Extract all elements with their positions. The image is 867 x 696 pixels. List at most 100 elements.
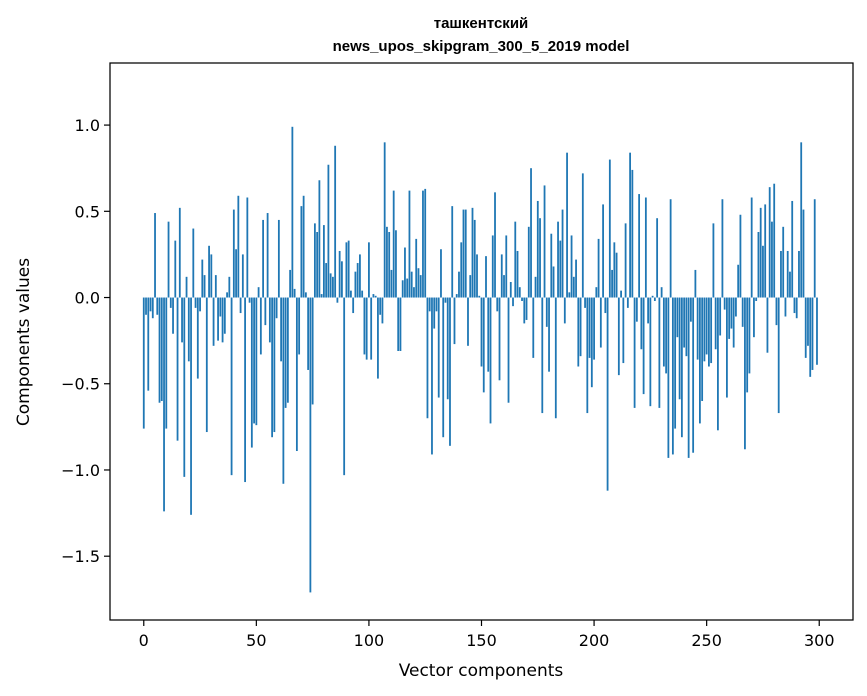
bar-component-49 — [253, 297, 255, 424]
bar-component-159 — [500, 254, 503, 298]
bar-component-21 — [190, 297, 192, 515]
bar-component-30 — [210, 254, 213, 298]
bar-component-228 — [656, 218, 659, 298]
bar-component-241 — [685, 297, 688, 357]
bar-component-231 — [662, 297, 665, 367]
bar-component-184 — [557, 221, 559, 298]
bar-component-261 — [730, 297, 733, 329]
bar-component-68 — [295, 297, 298, 452]
bar-component-47 — [248, 297, 251, 303]
bar-component-10 — [165, 297, 168, 429]
bar-component-138 — [453, 297, 456, 345]
bar-component-62 — [282, 297, 285, 484]
bar-component-18 — [183, 297, 186, 477]
bar-component-40 — [232, 209, 235, 298]
bar-component-293 — [802, 209, 805, 298]
bar-component-78 — [318, 180, 321, 298]
bar-component-244 — [692, 297, 695, 453]
bar-component-219 — [635, 297, 638, 322]
bar-component-225 — [649, 297, 652, 407]
y-axis: −1.5 −1.0 −0.5 0.0 0.5 1.0 — [61, 116, 110, 566]
bar-series — [142, 126, 818, 593]
bar-component-170 — [525, 297, 528, 320]
bar-component-42 — [237, 195, 240, 298]
bar-component-145 — [469, 275, 472, 298]
bar-component-11 — [167, 221, 170, 298]
bar-component-19 — [185, 276, 188, 298]
bar-component-71 — [302, 195, 305, 298]
bar-component-284 — [782, 226, 785, 298]
bar-component-4 — [151, 297, 154, 319]
bar-component-51 — [257, 287, 260, 298]
y-tick-label: 0.0 — [75, 289, 100, 308]
y-tick-label: 1.0 — [75, 116, 100, 135]
bar-component-41 — [235, 249, 237, 298]
bar-component-156 — [494, 192, 496, 298]
bar-component-54 — [264, 297, 267, 326]
bar-component-226 — [651, 295, 654, 298]
bar-component-146 — [471, 207, 474, 298]
bar-component-223 — [644, 197, 647, 298]
bar-component-69 — [298, 297, 301, 355]
bar-component-227 — [653, 297, 656, 301]
bar-component-89 — [343, 297, 346, 476]
bar-component-283 — [780, 250, 782, 298]
bar-component-100 — [368, 242, 370, 298]
bar-component-67 — [293, 288, 296, 298]
bar-component-192 — [575, 259, 577, 298]
bar-component-187 — [563, 297, 566, 324]
bar-component-84 — [332, 276, 334, 298]
bar-component-29 — [208, 245, 210, 298]
bar-component-200 — [593, 297, 595, 360]
bar-component-22 — [192, 228, 195, 298]
bar-component-267 — [744, 297, 746, 450]
bar-component-259 — [726, 297, 728, 398]
bar-component-94 — [354, 271, 357, 298]
bar-component-104 — [377, 297, 379, 379]
bar-component-134 — [444, 297, 447, 303]
bar-component-119 — [410, 271, 413, 298]
bar-component-165 — [514, 221, 517, 298]
x-tick-label: 200 — [579, 631, 610, 650]
bar-component-85 — [334, 145, 337, 298]
bar-component-185 — [559, 240, 562, 298]
bar-component-80 — [322, 225, 325, 298]
bar-component-162 — [507, 297, 510, 403]
bar-component-97 — [361, 290, 364, 298]
bar-component-234 — [669, 199, 672, 298]
x-tick-label: 250 — [691, 631, 722, 650]
bar-component-266 — [741, 297, 744, 327]
bar-component-0 — [142, 297, 145, 429]
bar-component-289 — [793, 297, 796, 314]
bar-component-268 — [746, 297, 749, 393]
bar-component-250 — [705, 297, 708, 355]
bar-component-273 — [757, 232, 760, 298]
bar-component-129 — [433, 297, 436, 329]
bar-component-206 — [606, 297, 609, 491]
x-tick-label: 50 — [246, 631, 266, 650]
bar-component-208 — [611, 269, 613, 298]
bar-component-59 — [275, 297, 278, 319]
bar-component-256 — [719, 297, 722, 336]
bar-component-26 — [201, 259, 204, 298]
bar-component-297 — [811, 297, 814, 370]
bar-component-296 — [809, 297, 812, 377]
bar-component-218 — [633, 297, 636, 408]
bar-component-50 — [255, 297, 258, 426]
bar-component-158 — [498, 297, 501, 381]
bar-component-96 — [359, 254, 361, 298]
bar-component-281 — [775, 297, 778, 326]
bar-component-179 — [545, 297, 548, 327]
bar-component-149 — [478, 295, 481, 298]
bar-component-274 — [759, 207, 762, 298]
bar-component-188 — [566, 152, 568, 298]
y-tick-label: −0.5 — [61, 375, 100, 394]
bar-component-48 — [250, 297, 253, 448]
bar-component-262 — [732, 297, 735, 348]
bar-component-93 — [352, 297, 355, 314]
bar-component-258 — [723, 297, 726, 310]
bar-component-272 — [755, 297, 758, 301]
bar-component-245 — [694, 269, 697, 298]
x-axis: 0 50 100 150 200 250 300 — [139, 620, 835, 650]
bar-component-280 — [773, 183, 776, 298]
